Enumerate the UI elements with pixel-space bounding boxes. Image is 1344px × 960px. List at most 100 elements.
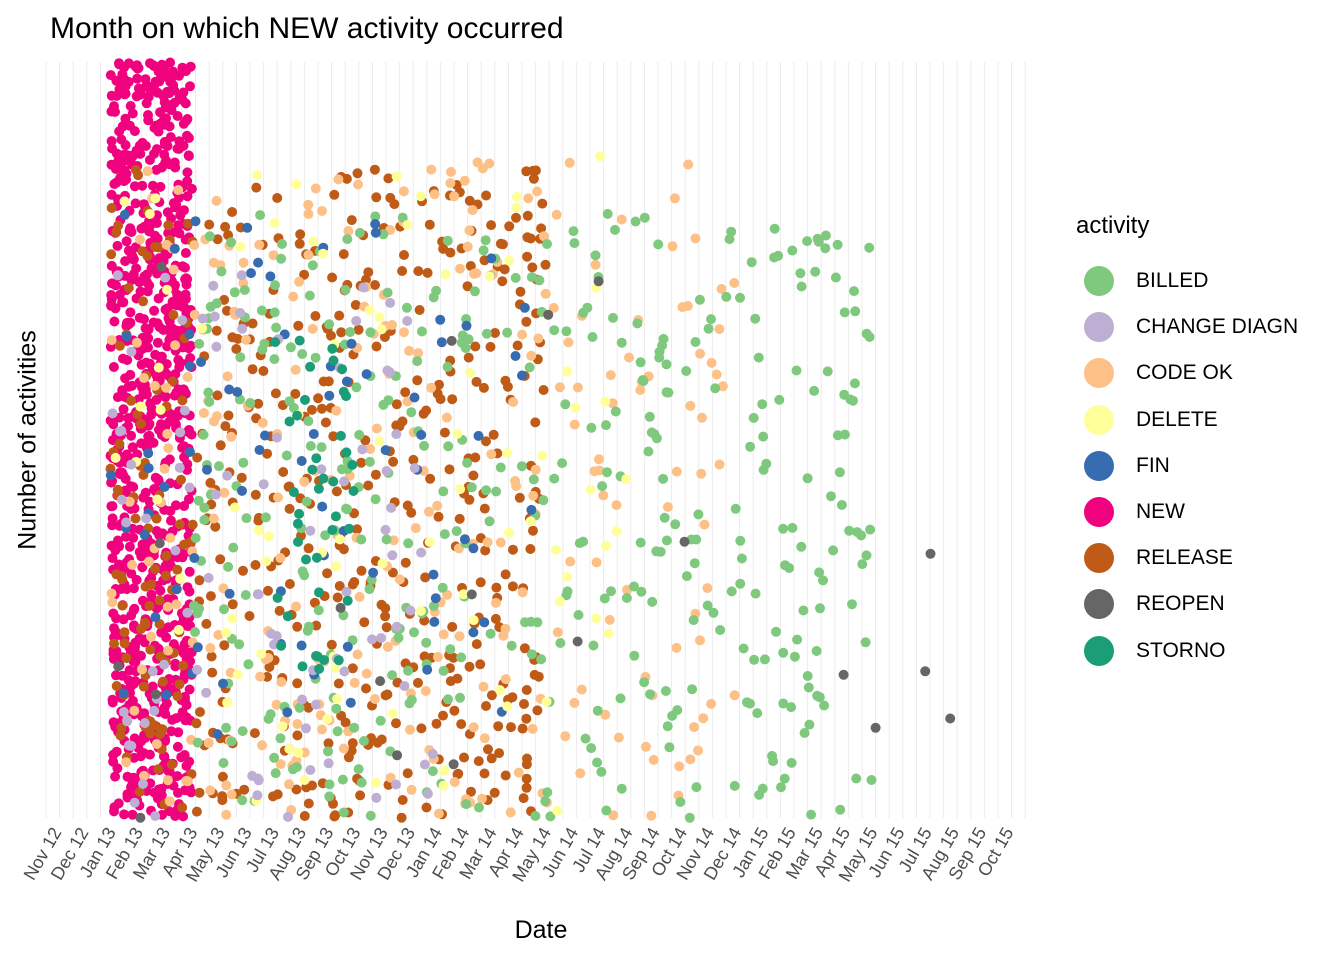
data-point bbox=[120, 113, 131, 124]
data-point bbox=[576, 684, 587, 695]
data-point bbox=[683, 159, 694, 170]
data-point bbox=[328, 431, 339, 442]
data-point bbox=[118, 404, 129, 415]
data-point bbox=[402, 768, 413, 779]
data-point bbox=[216, 266, 227, 277]
data-point bbox=[382, 287, 393, 298]
data-point bbox=[429, 616, 440, 627]
data-point bbox=[250, 560, 261, 570]
data-point bbox=[205, 643, 216, 654]
data-point bbox=[736, 553, 747, 564]
data-point bbox=[182, 582, 193, 593]
data-point bbox=[144, 496, 155, 507]
data-point bbox=[629, 650, 640, 661]
data-point bbox=[624, 352, 634, 363]
data-point bbox=[455, 263, 465, 274]
data-point bbox=[433, 511, 444, 522]
data-point bbox=[802, 473, 813, 484]
data-point bbox=[214, 461, 224, 472]
data-point bbox=[300, 394, 310, 405]
data-point bbox=[226, 736, 237, 747]
data-point bbox=[271, 432, 282, 443]
data-point bbox=[702, 583, 713, 594]
data-point bbox=[333, 655, 344, 666]
data-point bbox=[138, 373, 149, 383]
data-point bbox=[806, 809, 817, 820]
data-point bbox=[161, 689, 172, 700]
data-point bbox=[110, 545, 121, 556]
data-point bbox=[337, 774, 348, 785]
data-point bbox=[209, 311, 220, 322]
data-point bbox=[589, 466, 600, 477]
data-point bbox=[605, 370, 616, 381]
data-point bbox=[306, 404, 317, 415]
data-point bbox=[132, 409, 143, 420]
data-point bbox=[334, 310, 345, 321]
data-point bbox=[400, 557, 411, 568]
data-point bbox=[119, 627, 130, 638]
data-point bbox=[179, 539, 189, 550]
data-point bbox=[387, 320, 398, 330]
data-point bbox=[148, 60, 159, 71]
data-point bbox=[542, 239, 552, 249]
data-point bbox=[738, 643, 749, 654]
data-point bbox=[422, 664, 433, 675]
data-point bbox=[555, 638, 566, 648]
data-point bbox=[202, 464, 212, 475]
data-point bbox=[196, 357, 206, 367]
data-point bbox=[486, 253, 497, 264]
data-point bbox=[484, 271, 495, 282]
data-point bbox=[272, 193, 283, 203]
data-point bbox=[640, 741, 651, 752]
data-point bbox=[253, 589, 264, 600]
data-point bbox=[316, 442, 327, 453]
data-point bbox=[114, 126, 125, 137]
data-point bbox=[327, 272, 338, 283]
data-point bbox=[237, 795, 248, 806]
data-point bbox=[211, 298, 222, 309]
data-point bbox=[151, 526, 162, 536]
data-point bbox=[452, 428, 463, 439]
data-point bbox=[463, 334, 474, 345]
data-point bbox=[511, 212, 521, 223]
data-point bbox=[461, 320, 472, 331]
data-point bbox=[715, 625, 726, 635]
data-point bbox=[195, 707, 205, 717]
data-point bbox=[749, 654, 760, 665]
data-point bbox=[177, 395, 188, 406]
data-point bbox=[430, 593, 441, 604]
data-point bbox=[384, 367, 395, 378]
data-point bbox=[643, 446, 654, 457]
data-point bbox=[318, 376, 329, 387]
data-point bbox=[864, 242, 875, 253]
data-point bbox=[684, 812, 695, 823]
data-point bbox=[505, 807, 516, 818]
data-point bbox=[415, 191, 426, 202]
data-point bbox=[224, 384, 235, 395]
data-point bbox=[397, 416, 408, 427]
data-point bbox=[141, 513, 152, 524]
data-point bbox=[925, 548, 936, 559]
data-point bbox=[184, 447, 195, 457]
data-point bbox=[119, 209, 130, 220]
data-point bbox=[400, 387, 411, 398]
data-point bbox=[416, 326, 427, 337]
data-point bbox=[111, 670, 121, 681]
data-point bbox=[441, 412, 452, 423]
data-point bbox=[258, 366, 269, 376]
data-point bbox=[320, 417, 331, 428]
data-point bbox=[220, 221, 231, 232]
data-point bbox=[143, 110, 153, 120]
data-point bbox=[293, 747, 304, 758]
data-point bbox=[413, 677, 423, 688]
legend-label: CHANGE DIAGN bbox=[1136, 315, 1299, 339]
data-point bbox=[294, 335, 305, 346]
data-point bbox=[126, 346, 137, 357]
data-point bbox=[204, 219, 215, 230]
data-point bbox=[822, 366, 833, 377]
data-point bbox=[270, 388, 281, 399]
data-point bbox=[391, 779, 401, 790]
data-point bbox=[146, 589, 157, 600]
data-point bbox=[227, 332, 238, 343]
data-point bbox=[173, 185, 184, 195]
